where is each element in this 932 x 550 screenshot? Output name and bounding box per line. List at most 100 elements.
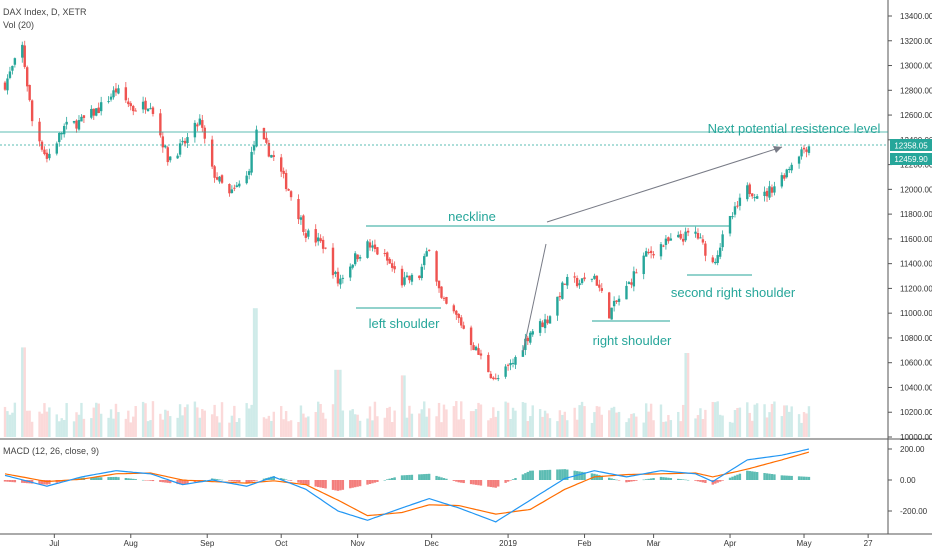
volume-bar xyxy=(230,415,234,437)
candle-body xyxy=(802,147,806,150)
macd-histogram-bar xyxy=(299,480,303,484)
candle xyxy=(215,172,219,181)
macd-histogram-bar xyxy=(566,469,569,480)
candle xyxy=(336,267,340,287)
candle-body xyxy=(107,101,110,103)
volume-bar xyxy=(30,421,34,437)
candle xyxy=(511,358,515,368)
macd-histogram-bar xyxy=(652,478,655,480)
volume-bar xyxy=(213,404,216,437)
macd-histogram-bar xyxy=(511,479,515,480)
candle-body xyxy=(753,197,756,199)
time-axis[interactable]: Jul Aug Sep Oct Nov Dec 2019 Feb Mar Apr May 27 xyxy=(49,534,873,548)
candle xyxy=(763,186,766,202)
macd-panel[interactable]: 200.00 0.00 -200.00 xyxy=(3,445,928,523)
volume-bar xyxy=(349,410,352,437)
volume-bar xyxy=(299,405,303,437)
candle-body xyxy=(393,266,396,270)
volume-bar xyxy=(324,418,327,437)
volume-bar xyxy=(427,408,431,437)
volume-bar xyxy=(802,412,806,437)
macd-histogram-bar xyxy=(664,477,668,480)
macd-histogram-bar xyxy=(802,476,806,480)
volume-bar xyxy=(664,421,668,437)
candle xyxy=(319,234,322,243)
volume-bar xyxy=(543,410,547,437)
volume-bar xyxy=(521,402,525,437)
candle-body xyxy=(479,353,483,356)
macd-histogram-bar xyxy=(6,480,9,482)
macd-histogram-bar xyxy=(548,469,552,480)
volume-bar xyxy=(437,402,441,437)
volume-bar xyxy=(8,414,12,437)
candle-body xyxy=(625,285,628,300)
candle-body xyxy=(566,276,569,286)
candle xyxy=(366,239,369,259)
candle xyxy=(583,272,586,282)
candle xyxy=(230,185,234,194)
candle-body xyxy=(455,310,458,315)
candle xyxy=(610,307,613,320)
volume-bar xyxy=(504,401,507,437)
macd-histogram-bar xyxy=(418,474,421,480)
candlesticks[interactable] xyxy=(3,40,811,382)
candle xyxy=(753,193,756,202)
volume-bar xyxy=(284,411,288,437)
candle xyxy=(437,280,441,293)
candle-body xyxy=(75,120,78,129)
candle-body xyxy=(733,206,737,215)
volume-bar xyxy=(358,420,362,437)
candle-body xyxy=(255,129,258,147)
candle xyxy=(314,224,317,247)
volume-bar xyxy=(193,401,197,437)
macd-histogram-bar xyxy=(768,473,771,480)
candle xyxy=(25,65,29,92)
candle xyxy=(405,272,409,279)
candle-body xyxy=(494,378,497,380)
candle xyxy=(351,264,354,270)
volume-bar xyxy=(477,402,480,437)
volume-bar xyxy=(203,410,206,437)
candle xyxy=(420,263,423,281)
macd-histogram-bar xyxy=(210,478,214,480)
macd-histogram-bar xyxy=(169,480,172,484)
volume-bar xyxy=(334,369,337,437)
candle xyxy=(134,108,137,112)
volume-bar xyxy=(408,405,411,437)
candle xyxy=(82,115,86,123)
candle xyxy=(457,313,460,324)
candle xyxy=(127,97,130,108)
candle-body xyxy=(736,205,739,207)
volume-bar xyxy=(215,416,219,437)
candle xyxy=(736,201,739,209)
candle xyxy=(788,166,791,173)
volume-bar xyxy=(176,417,179,437)
candle xyxy=(738,193,742,211)
volume-bar xyxy=(462,419,465,437)
volume-bar xyxy=(492,407,495,437)
macd-histogram-bar xyxy=(390,478,394,480)
price-axis[interactable]: 13400.00 13200.00 13000.00 12800.00 12600.00… xyxy=(888,12,932,442)
macd-histogram-bar xyxy=(427,473,431,480)
candle xyxy=(21,41,24,63)
breakout-line xyxy=(522,243,547,353)
candle xyxy=(6,74,9,95)
candle-body xyxy=(457,313,460,319)
price-tick-label: 13400.00 xyxy=(900,12,932,21)
candle-body xyxy=(765,190,769,197)
candle-body xyxy=(652,253,655,256)
macd-histogram-bar xyxy=(755,472,759,480)
candle-body xyxy=(681,238,685,242)
candle xyxy=(455,309,458,320)
candle xyxy=(563,283,567,286)
candle-body xyxy=(538,321,542,333)
volume-bar xyxy=(425,416,428,437)
macd-histogram-bar xyxy=(112,476,115,480)
candle xyxy=(349,263,352,282)
candle-body xyxy=(247,171,251,175)
price-tick-label: 12000.00 xyxy=(900,185,932,194)
candle xyxy=(558,292,562,301)
candle-body xyxy=(780,175,784,187)
volume-bar xyxy=(45,411,49,437)
